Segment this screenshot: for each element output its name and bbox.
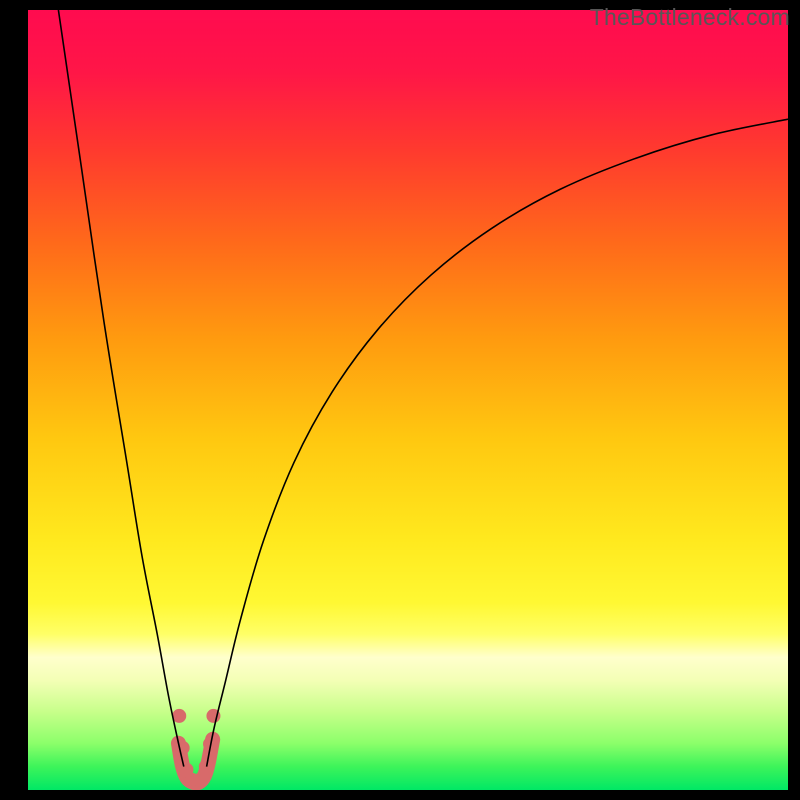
curve-overlay [28,10,788,790]
watermark-text: TheBottleneck.com [590,4,790,31]
curve-right [207,119,788,766]
trough-marker [193,773,207,787]
chart-frame: TheBottleneck.com [0,0,800,800]
plot-area [28,10,788,790]
curve-left [58,10,183,767]
trough-marker [199,760,213,774]
